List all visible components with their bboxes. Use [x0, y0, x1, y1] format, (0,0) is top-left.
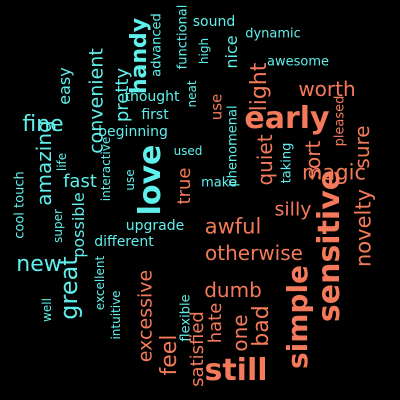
- word-dumb: dumb: [204, 278, 262, 302]
- word-early: early: [244, 101, 330, 136]
- word-interactive: interactive: [99, 136, 113, 202]
- word-advanced: advanced: [149, 13, 165, 77]
- word-pleased: pleased: [332, 95, 348, 147]
- word-novelty: novelty: [351, 188, 376, 268]
- word-dynamic: dynamic: [245, 26, 301, 42]
- word-love: love: [133, 144, 168, 216]
- word-sound: sound: [192, 14, 236, 30]
- word-neat: neat: [185, 80, 199, 108]
- word-fast: fast: [63, 171, 97, 192]
- word-make: make: [201, 175, 237, 191]
- word-well: well: [40, 298, 54, 322]
- word-awesome: awesome: [267, 54, 329, 70]
- word-simple: simple: [281, 264, 314, 370]
- word-true: true: [174, 167, 195, 205]
- word-use: use: [207, 93, 226, 121]
- word-life: life: [55, 152, 69, 172]
- word-nice: nice: [222, 35, 241, 69]
- word-high: high: [197, 37, 211, 65]
- word-possible: possible: [69, 192, 88, 258]
- word-first: first: [141, 107, 169, 123]
- word-super: super: [51, 209, 65, 243]
- word-functional: functional: [175, 4, 191, 70]
- word-excessive: excessive: [134, 269, 157, 363]
- word-use: use: [123, 169, 137, 191]
- word-awful: awful: [204, 214, 262, 239]
- word-different: different: [94, 234, 154, 250]
- word-sensitive: sensitive: [312, 169, 347, 323]
- word-used: used: [173, 144, 203, 158]
- word-easy: easy: [55, 67, 74, 105]
- word-otherwise: otherwise: [205, 241, 303, 265]
- word-thought: thought: [124, 89, 180, 105]
- word-magic: magic: [301, 160, 367, 185]
- word-excellent: excellent: [93, 255, 107, 311]
- word-still: still: [204, 353, 268, 388]
- word-one: one: [228, 314, 252, 352]
- word-cool-touch: cool touch: [12, 171, 28, 239]
- word-intuitive: intuitive: [109, 290, 123, 340]
- word-bad: bad: [249, 305, 274, 347]
- word-upgrade: upgrade: [125, 218, 185, 234]
- word-amazing: amazing: [32, 120, 56, 206]
- word-beginning: beginning: [98, 124, 168, 140]
- word-new: new: [16, 252, 62, 277]
- word-phenomenal: phenomenal: [225, 105, 241, 187]
- word-hate: hate: [205, 302, 226, 344]
- word-great: great: [55, 256, 83, 320]
- word-fine: fine: [22, 112, 64, 137]
- word-quiet: quiet: [253, 134, 277, 186]
- word-worth: worth: [298, 77, 356, 101]
- word-taking: taking: [279, 142, 295, 184]
- word-silly: silly: [274, 198, 312, 221]
- word-feel: feel: [157, 334, 182, 376]
